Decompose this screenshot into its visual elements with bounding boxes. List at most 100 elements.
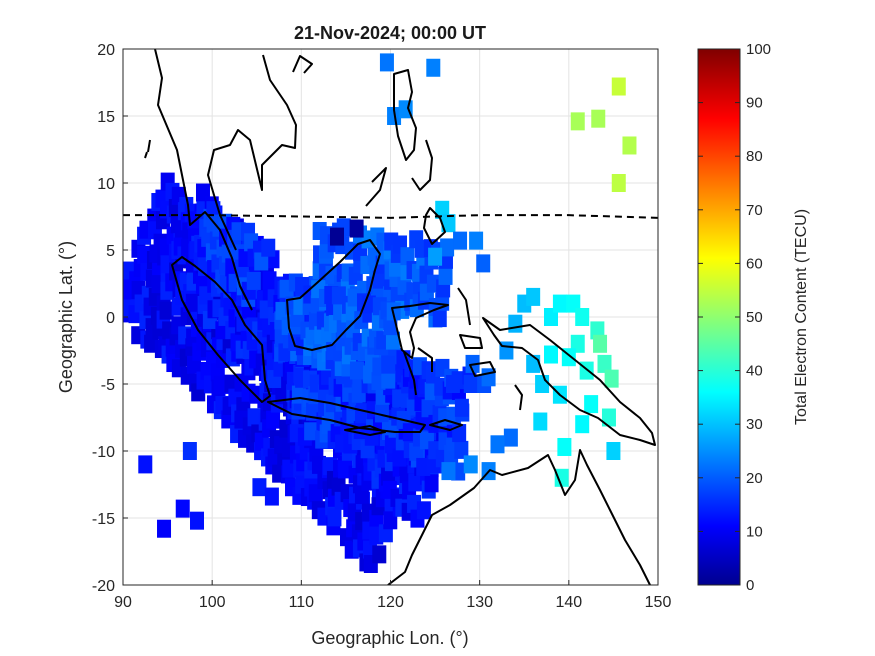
tec-cell xyxy=(381,355,396,374)
x-tick-label: 120 xyxy=(377,594,404,611)
tec-cell xyxy=(552,294,567,313)
x-tick-label: 90 xyxy=(114,594,132,611)
tec-cell xyxy=(503,428,518,447)
y-axis-ticks: 20 15 10 5 0 -5 -10 -15 -20 xyxy=(92,42,128,595)
tec-cell xyxy=(476,254,491,273)
tec-cell xyxy=(535,375,550,393)
dashed-boundary-line xyxy=(123,214,658,219)
tec-cell xyxy=(426,58,441,77)
tec-cell xyxy=(266,410,281,429)
colorbar-tick-label: 30 xyxy=(746,416,763,433)
tec-cell xyxy=(438,266,453,285)
tec-cell xyxy=(106,293,120,311)
tec-cell xyxy=(327,508,342,527)
tec-cell xyxy=(557,437,572,456)
tec-cell xyxy=(254,252,269,271)
tec-cell xyxy=(190,511,205,530)
x-tick-label: 150 xyxy=(645,594,672,611)
x-tick-label: 100 xyxy=(199,594,226,611)
tec-cell xyxy=(526,287,541,306)
y-tick-label: 10 xyxy=(97,176,115,193)
tec-cell xyxy=(622,136,637,155)
colorbar-tick-label: 0 xyxy=(746,577,754,594)
colorbar xyxy=(697,48,741,586)
tec-cell xyxy=(247,408,262,427)
tec-cell xyxy=(381,370,396,389)
colorbar-tick-label: 60 xyxy=(746,255,763,272)
tec-cell xyxy=(424,474,439,493)
tec-cell xyxy=(185,293,200,312)
tec-cell xyxy=(554,468,569,487)
tec-cell xyxy=(182,442,197,460)
colorbar-tick-label: 50 xyxy=(746,309,763,326)
colorbar-tick-label: 10 xyxy=(746,523,763,540)
x-tick-label: 140 xyxy=(555,594,582,611)
tec-cell xyxy=(469,231,484,250)
y-tick-label: -5 xyxy=(101,377,115,394)
tec-cell xyxy=(432,309,447,328)
colorbar-tick-label: 40 xyxy=(746,363,763,380)
y-tick-label: 20 xyxy=(97,42,115,59)
tec-cell xyxy=(379,53,394,72)
tec-cell xyxy=(445,375,460,393)
tec-cell xyxy=(533,412,548,431)
tec-cell xyxy=(138,455,153,474)
y-tick-label: -15 xyxy=(92,511,115,528)
chart-title: 21-Nov-2024; 00:00 UT xyxy=(294,23,486,43)
tec-cell xyxy=(385,331,400,350)
tec-cell xyxy=(575,308,590,326)
tec-cell xyxy=(454,440,469,459)
y-tick-label: -20 xyxy=(92,578,115,595)
colorbar-tick-label: 90 xyxy=(746,95,763,112)
tec-cell xyxy=(416,501,431,520)
tec-cell xyxy=(349,219,364,238)
tec-cell xyxy=(441,214,456,233)
y-tick-label: -10 xyxy=(92,444,115,461)
tec-cell xyxy=(463,455,478,474)
tec-cell xyxy=(262,271,277,290)
tec-cell xyxy=(383,317,398,336)
colorbar-tick-label: 70 xyxy=(746,202,763,219)
colorbar-ticks: 0 10 20 30 40 50 60 70 80 90 100 xyxy=(698,41,771,594)
colorbar-tick-label: 100 xyxy=(746,41,771,58)
x-axis-ticks: 90 100 110 120 130 140 150 xyxy=(114,580,671,611)
tec-cell xyxy=(389,258,404,277)
tec-cell xyxy=(454,398,469,417)
tec-cell xyxy=(441,462,456,481)
tec-cell xyxy=(330,227,344,246)
tec-cell xyxy=(246,271,261,290)
colorbar-label: Total Electron Content (TECU) xyxy=(793,209,810,425)
tec-cell xyxy=(338,460,353,479)
tec-cell xyxy=(159,301,174,320)
tec-cell xyxy=(409,442,424,461)
tec-cell xyxy=(264,487,279,506)
tec-cell xyxy=(575,415,590,434)
tec-cell xyxy=(400,247,415,266)
tec-cell xyxy=(175,499,190,518)
tec-cell xyxy=(252,478,267,497)
tec-cell xyxy=(157,519,172,538)
tec-cell xyxy=(544,345,558,364)
tec-cell xyxy=(593,334,608,353)
tec-cell xyxy=(597,354,612,373)
tec-cell xyxy=(584,395,599,414)
tec-cell xyxy=(453,231,468,250)
tec-cell xyxy=(428,247,443,266)
tec-cell xyxy=(463,375,478,393)
tec-cell xyxy=(282,459,297,478)
tec-cells xyxy=(106,53,637,573)
y-tick-label: 5 xyxy=(106,243,115,260)
tec-cell xyxy=(490,435,505,454)
tec-cell xyxy=(392,448,407,467)
tec-cell xyxy=(508,314,523,333)
tec-cell xyxy=(372,270,387,289)
tec-cell xyxy=(611,174,626,192)
coastlines xyxy=(144,49,656,585)
tec-cell xyxy=(591,109,606,128)
tec-cell xyxy=(570,112,585,131)
x-axis-label: Geographic Lon. (°) xyxy=(311,628,468,648)
y-tick-label: 0 xyxy=(106,310,115,327)
x-tick-label: 130 xyxy=(466,594,493,611)
tec-cell xyxy=(601,408,616,427)
